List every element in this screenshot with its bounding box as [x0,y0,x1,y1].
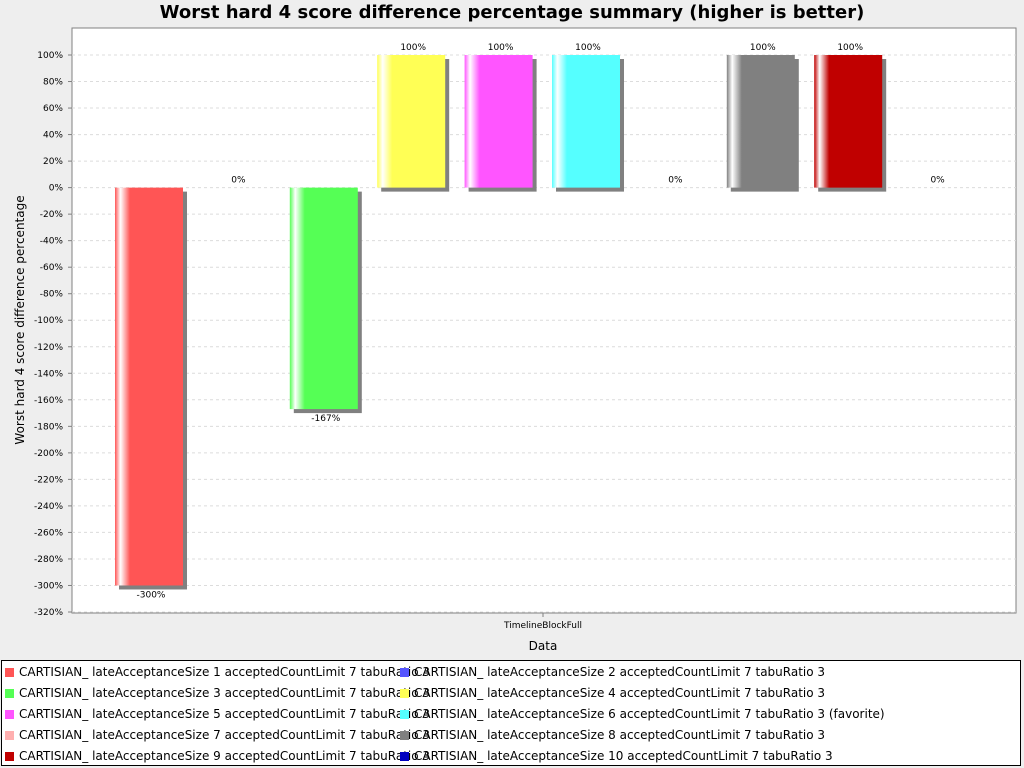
data-label: 100% [837,43,863,53]
y-tick-label: -320% [34,608,63,618]
data-label: 100% [575,43,601,53]
data-label: -300% [137,590,166,600]
legend-item: CARTISIAN_ lateAcceptanceSize 3 accepted… [5,685,430,701]
y-tick-label: -160% [34,396,63,406]
y-tick-label: -60% [40,263,64,273]
legend-swatch [5,668,14,677]
legend-item: CARTISIAN_ lateAcceptanceSize 1 accepted… [5,664,430,680]
data-label: 0% [930,176,945,186]
legend-label: CARTISIAN_ lateAcceptanceSize 8 accepted… [414,728,826,742]
y-tick-label: -20% [40,210,64,220]
chart-title: Worst hard 4 score difference percentage… [159,2,865,23]
legend-swatch [400,710,409,719]
y-tick-label: -120% [34,343,63,353]
legend-swatch [5,731,14,740]
legend-label: CARTISIAN_ lateAcceptanceSize 4 accepted… [414,686,826,700]
data-label: 0% [668,176,683,186]
bar [726,55,795,188]
y-axis-title: Worst hard 4 score difference percentage [13,195,27,444]
legend-swatch [5,710,14,719]
legend-label: CARTISIAN_ lateAcceptanceSize 5 accepted… [19,707,431,721]
x-category-label: TimelineBlockFull [503,621,582,631]
legend-swatch [5,752,14,761]
bar [552,55,620,188]
bar [814,55,883,188]
bar [289,187,358,410]
legend-label: CARTISIAN_ lateAcceptanceSize 1 accepted… [19,665,431,679]
y-tick-label: -280% [34,555,63,565]
y-tick-label: -260% [34,528,63,538]
y-tick-label: 60% [43,104,63,114]
legend-swatch [400,689,409,698]
legend-label: CARTISIAN_ lateAcceptanceSize 2 accepted… [414,665,826,679]
y-tick-label: 20% [43,157,63,167]
legend-swatch [400,731,409,740]
legend: CARTISIAN_ lateAcceptanceSize 1 accepted… [1,660,1021,766]
bar [115,187,183,586]
data-label: 100% [750,43,776,53]
y-tick-label: -100% [34,316,63,326]
y-tick-label: -80% [40,290,64,300]
legend-item: CARTISIAN_ lateAcceptanceSize 9 accepted… [5,748,430,764]
legend-item: CARTISIAN_ lateAcceptanceSize 2 accepted… [400,664,825,680]
legend-item: CARTISIAN_ lateAcceptanceSize 8 accepted… [400,727,825,743]
y-tick-label: -140% [34,369,63,379]
legend-label: CARTISIAN_ lateAcceptanceSize 6 accepted… [414,707,885,721]
legend-item: CARTISIAN_ lateAcceptanceSize 4 accepted… [400,685,825,701]
data-label: 0% [231,176,246,186]
legend-item: CARTISIAN_ lateAcceptanceSize 7 accepted… [5,727,430,743]
y-tick-label: -200% [34,449,63,459]
legend-label: CARTISIAN_ lateAcceptanceSize 10 accepte… [414,749,833,763]
legend-swatch [5,689,14,698]
legend-swatch [400,752,409,761]
legend-label: CARTISIAN_ lateAcceptanceSize 9 accepted… [19,749,431,763]
y-tick-label: -40% [40,237,64,247]
bar [464,55,533,188]
y-tick-label: 40% [43,131,63,141]
legend-label: CARTISIAN_ lateAcceptanceSize 3 accepted… [19,686,431,700]
x-axis-title: Data [529,639,558,653]
legend-label: CARTISIAN_ lateAcceptanceSize 7 accepted… [19,728,431,742]
y-tick-label: -220% [34,475,63,485]
y-tick-label: -300% [34,581,63,591]
data-label: 100% [488,43,514,53]
y-tick-label: -240% [34,502,63,512]
legend-swatch [400,668,409,677]
legend-item: CARTISIAN_ lateAcceptanceSize 5 accepted… [5,706,430,722]
legend-item: CARTISIAN_ lateAcceptanceSize 6 accepted… [400,706,885,722]
bar [377,55,446,188]
bar-chart: -320% -300% -280% -260% -240% -220% -200% -180%… [13,27,1017,653]
y-tick-label: 80% [43,78,63,88]
y-tick-label: -180% [34,422,63,432]
data-label: -167% [311,414,340,424]
data-label: 100% [400,43,426,53]
legend-item: CARTISIAN_ lateAcceptanceSize 10 accepte… [400,748,833,764]
y-tick-label: 0% [49,184,64,194]
y-tick-label: 100% [37,51,63,61]
